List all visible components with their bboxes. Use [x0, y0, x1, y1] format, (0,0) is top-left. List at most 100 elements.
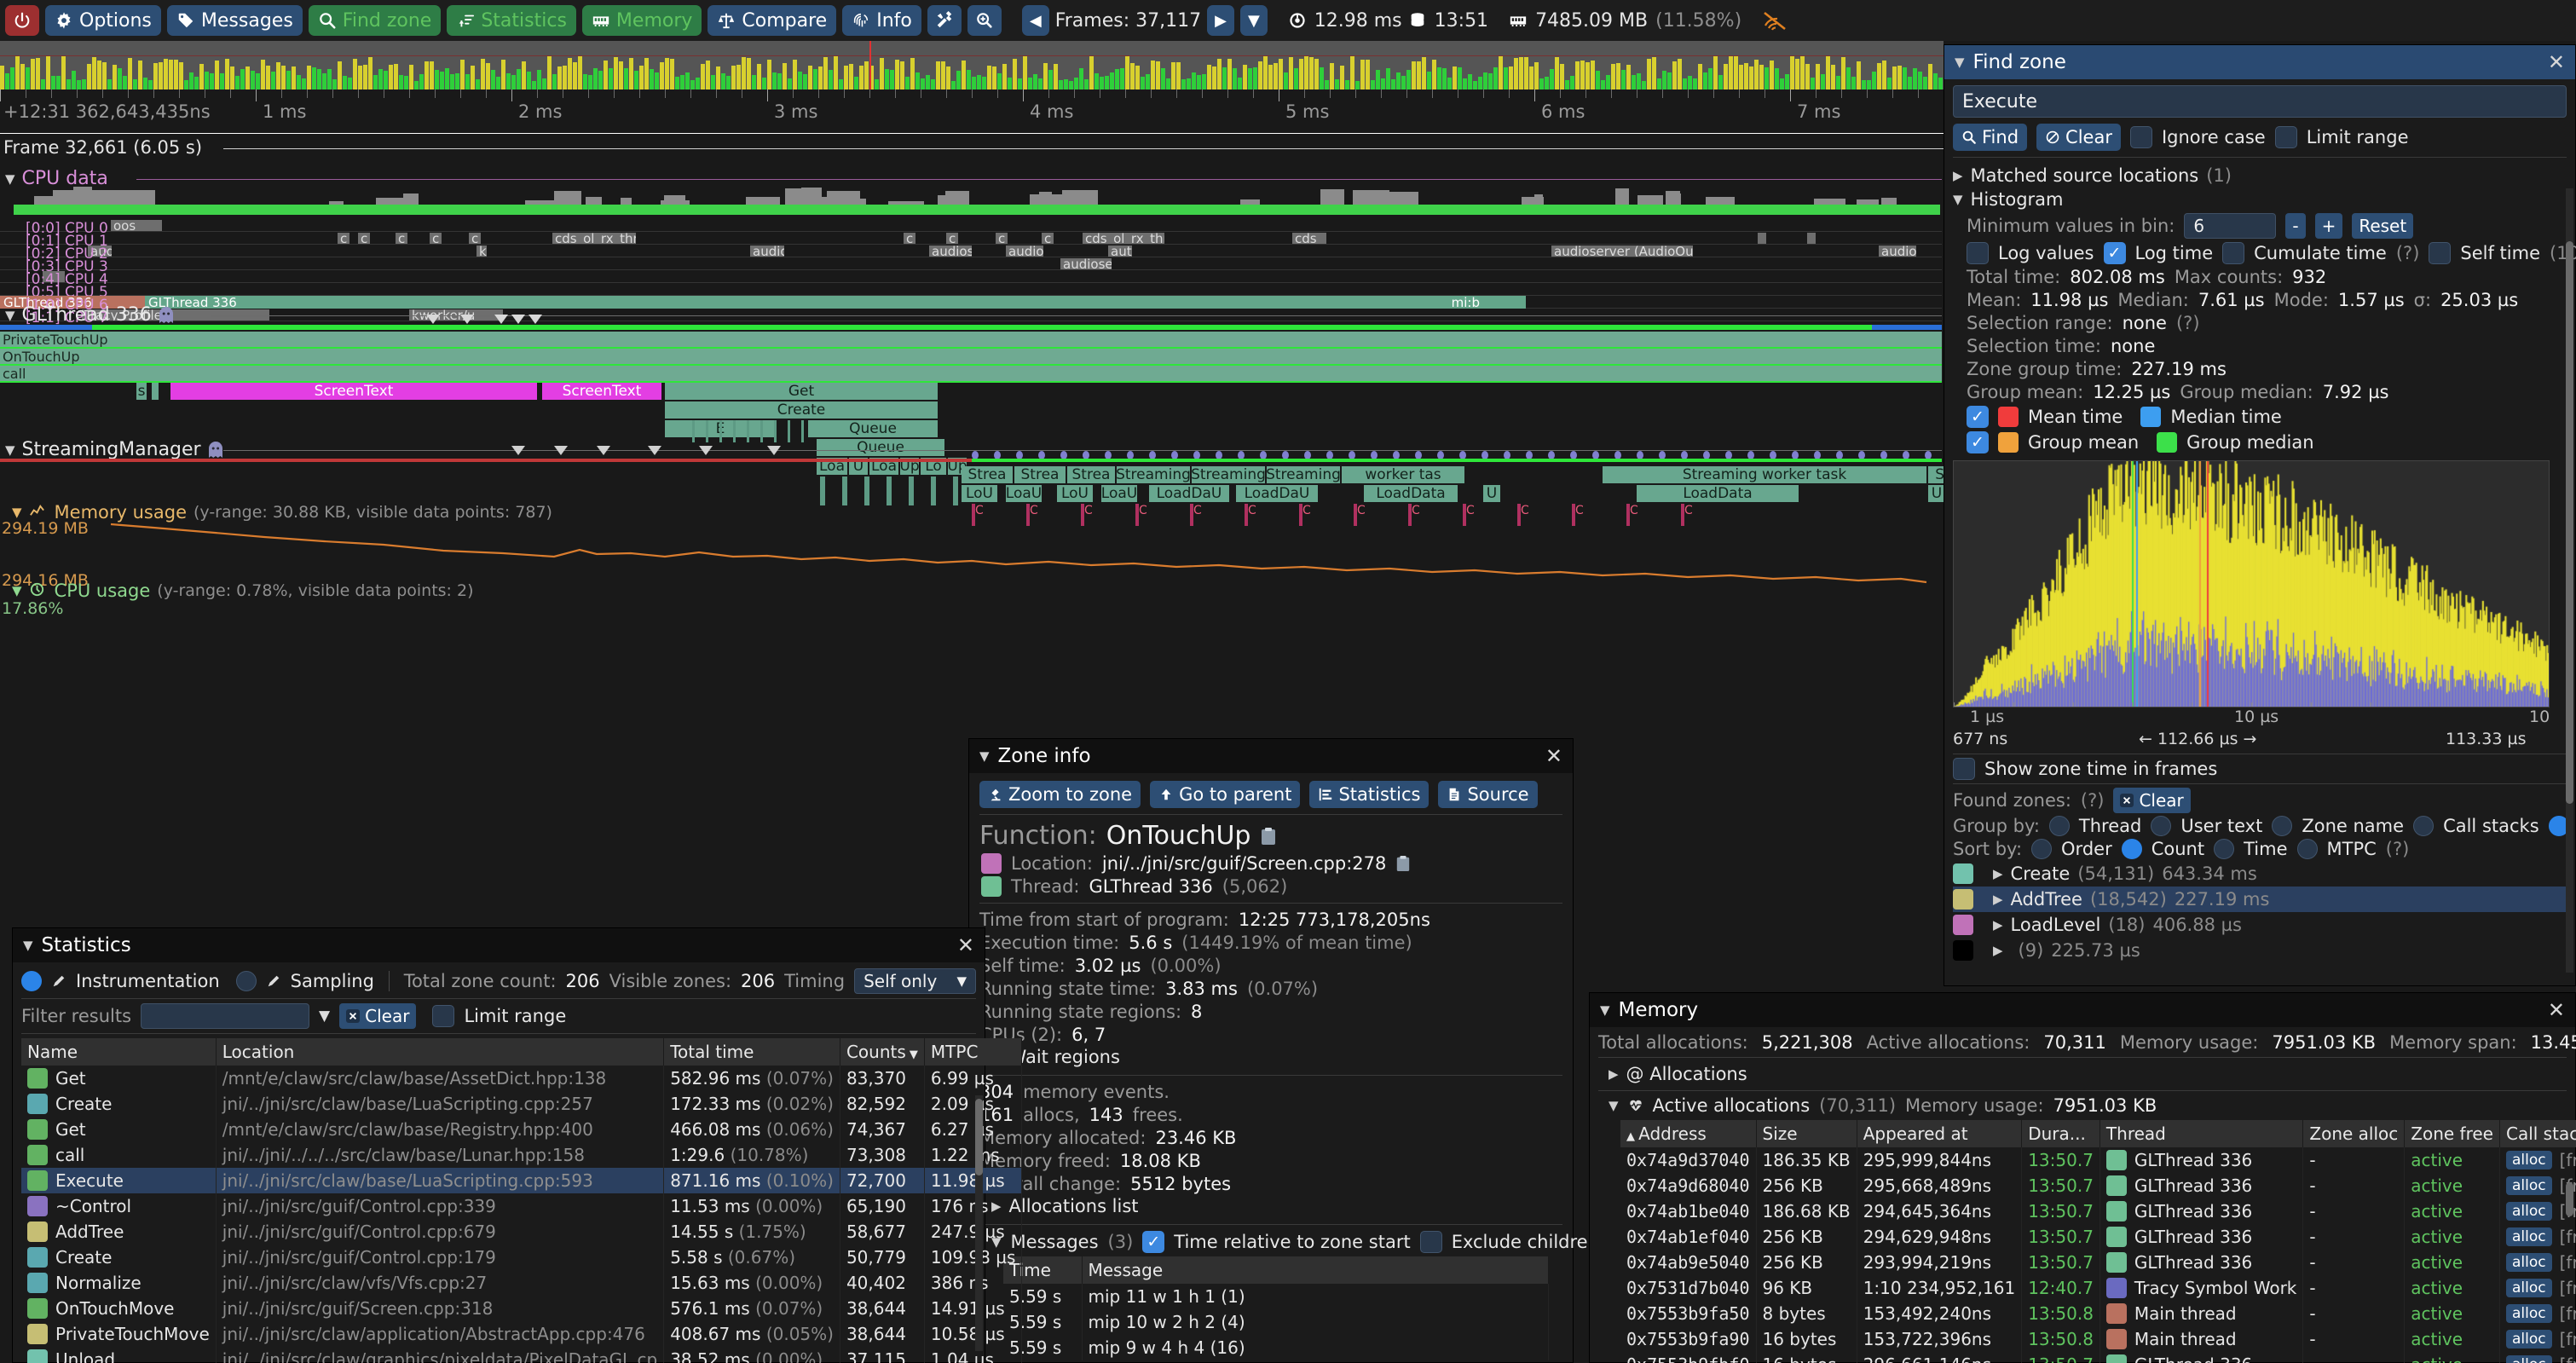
found-zone-groups[interactable]: ▶ Create (54,131) 643.34 ms ▶ AddTree (18,542)… [1953, 861, 2567, 963]
statistics-clear-button[interactable]: Clear [339, 1003, 417, 1029]
alloc-button[interactable]: alloc [2505, 1227, 2552, 1246]
zoom-to-zone-button[interactable]: Zoom to zone [979, 781, 1141, 808]
message-row[interactable]: 5.59 s mip 11 w 1 h 1 (1) [1003, 1284, 1549, 1309]
stat-col-name[interactable]: Name [21, 1038, 217, 1066]
table-row[interactable]: AddTree jni/../jni/src/guif/Control.cpp:6… [21, 1219, 1023, 1245]
timing-select[interactable]: Self only ▼ [854, 968, 976, 994]
group-by-thread-radio[interactable] [2048, 816, 2070, 836]
self-time-checkbox[interactable] [2429, 242, 2452, 264]
group-mean-checkbox[interactable] [1967, 431, 1989, 453]
cpu-usage-header[interactable]: ▼ CPU usage (y-range: 0.78%, visible dat… [12, 580, 474, 601]
table-row[interactable]: ~Control jni/../jni/src/guif/Control.cpp:… [21, 1193, 1023, 1219]
memory-panel[interactable]: ▼ Memory ✕ Total allocations: 5,221,308 … [1589, 992, 2576, 1363]
message-row[interactable]: 5.59 s mip 9 w 4 h 4 (16) [1003, 1335, 1549, 1360]
no-connection-icon[interactable] [1762, 9, 1788, 32]
time-relative-checkbox[interactable] [1142, 1231, 1165, 1253]
info-button[interactable]: Info [842, 5, 921, 36]
find-button[interactable]: Find [1953, 124, 2028, 151]
table-row[interactable]: Get/mnt/e/claw/src/claw/base/AssetDict.h… [21, 1066, 1023, 1091]
chevron-down-icon[interactable]: ▼ [1609, 1098, 1619, 1113]
group-glthread-336[interactable]: ▼ GLThread 336 [5, 304, 174, 326]
statistics-table[interactable]: Name Location Total time Counts ▼ MTPC G… [21, 1038, 1023, 1363]
zone-statistics-button[interactable]: Statistics [1309, 781, 1430, 808]
group-by-zonename-radio[interactable] [2272, 816, 2293, 836]
mem-col-zone-free[interactable]: Zone free [2404, 1120, 2500, 1147]
wait-regions-row[interactable]: ▶ Wait regions [991, 1045, 1562, 1069]
zone-info-titlebar[interactable]: ▼ Zone info ✕ [969, 739, 1573, 773]
memory-scrollbar[interactable] [2566, 1182, 2573, 1216]
stat-col-total-time[interactable]: Total time [663, 1038, 840, 1066]
found-zones-clear-button[interactable]: Clear [2113, 788, 2191, 813]
mem-col-size[interactable]: Size [1756, 1120, 1857, 1147]
timeline-ruler[interactable]: +12:31 362,643,435ns 1 ms 2 ms 3 ms 4 ms… [0, 90, 1944, 134]
find-zone-panel[interactable]: ▼ Find zone ✕ Execute Find Clear Ignore … [1944, 44, 2576, 986]
table-row[interactable]: 0x7553b9fbf016 bytes296,661,146ns13:50.7… [1620, 1352, 2576, 1363]
sort-by-count-radio[interactable] [2121, 839, 2142, 859]
source-button[interactable]: Source [1438, 781, 1538, 808]
selection-range-help[interactable]: (?) [2175, 313, 2200, 333]
sampling-radio[interactable] [235, 971, 257, 991]
memory-button[interactable]: Memory [581, 5, 702, 36]
find-zone-search-input[interactable]: Execute [1953, 85, 2567, 118]
mem-col-duration[interactable]: Dura... [2021, 1120, 2100, 1147]
matched-source-locations-row[interactable]: ▶ Matched source locations (1) [1953, 164, 2567, 188]
stat-col-counts[interactable]: Counts ▼ [840, 1038, 925, 1066]
memory-usage-header[interactable]: ▼ Memory usage (y-range: 30.88 KB, visib… [12, 502, 552, 523]
show-zone-time-checkbox[interactable] [1953, 758, 1975, 780]
table-row[interactable]: 0x74a9d68040 256 KB 295,668,489ns 13:50.7 GL… [1620, 1173, 2576, 1198]
found-zone-group[interactable]: ▶ LoadLevel (18) 406.88 µs [1953, 912, 2567, 938]
compare-button[interactable]: Compare [708, 5, 837, 36]
found-zones-help[interactable]: (?) [2080, 790, 2105, 811]
histogram-row[interactable]: ▼ Histogram [1953, 188, 2567, 211]
group-by-callstacks-radio[interactable] [2413, 816, 2434, 836]
chevron-down-icon[interactable]: ▼ [1955, 55, 1965, 70]
histogram-chart[interactable] [1953, 460, 2550, 707]
table-row[interactable]: 0x74ab1ef040 256 KB 294,629,948ns 13:50.7 GL… [1620, 1224, 2576, 1250]
chevron-down-icon[interactable]: ▼ [23, 938, 33, 953]
found-zone-group[interactable]: ▶ (9) 225.73 µs [1953, 938, 2567, 963]
table-row[interactable]: 0x74ab9e5040 256 KB 293,994,219ns 13:50.7 GL… [1620, 1250, 2576, 1275]
chevron-down-icon[interactable]: ▼ [979, 748, 990, 764]
group-cpu-data[interactable]: ▼ CPU data [5, 168, 108, 189]
allocations-list-row[interactable]: ▶ Allocations list [991, 1194, 1562, 1218]
statistics-panel[interactable]: ▼ Statistics ✕ Instrumentation Sampling … [12, 927, 1023, 1363]
mem-col-appeared[interactable]: Appeared at [1857, 1120, 2023, 1147]
statistics-titlebar[interactable]: ▼ Statistics ✕ [13, 928, 985, 962]
close-icon[interactable]: ✕ [1545, 744, 1562, 768]
close-icon[interactable]: ✕ [2547, 998, 2565, 1022]
stat-col-mtpc[interactable]: MTPC [924, 1038, 1023, 1066]
table-row[interactable]: Unload jni/../jni/src/claw/graphics/pixel… [21, 1347, 1023, 1363]
table-row[interactable]: OnTouchMove jni/../jni/src/guif/Screen.cp… [21, 1296, 1023, 1321]
find-zone-scrollbar[interactable] [2566, 241, 2573, 804]
messages-button[interactable]: Messages [166, 5, 303, 36]
table-row[interactable]: Execute jni/../jni/src/claw/base/LuaScrip… [21, 1168, 1023, 1193]
table-row[interactable]: 0x7531d7b040 96 KB 1:10 234,952,161 12:40.7… [1620, 1275, 2576, 1301]
cumulate-time-checkbox[interactable] [2222, 242, 2245, 264]
table-row[interactable]: 0x7553b9fa50 8 bytes 153,492,240ns 13:50.8 M… [1620, 1301, 2576, 1326]
zone-info-panel[interactable]: ▼ Zone info ✕ Zoom to zone Go to parent … [968, 738, 1599, 1363]
alloc-button[interactable]: alloc [2505, 1151, 2552, 1170]
copy-icon[interactable] [1260, 827, 1277, 846]
ignore-case-checkbox[interactable] [2129, 126, 2152, 148]
alloc-button[interactable]: alloc [2505, 1355, 2552, 1363]
sort-by-time-radio[interactable] [2214, 839, 2235, 859]
frame-bars[interactable] [0, 52, 1944, 90]
alloc-button[interactable]: alloc [2505, 1304, 2552, 1323]
group-streamingmanager[interactable]: ▼ StreamingManager [5, 439, 223, 460]
table-row[interactable]: 0x74ab1be040 186.68 KB 294,645,364ns 13:50.… [1620, 1198, 2576, 1224]
found-zone-group[interactable]: ▶ Create (54,131) 643.34 ms [1953, 861, 2567, 887]
options-button[interactable]: Options [45, 5, 161, 36]
table-row[interactable]: Create jni/../jni/src/guif/Control.cpp:17… [21, 1245, 1023, 1270]
table-row[interactable]: Create jni/../jni/src/claw/base/LuaScript… [21, 1091, 1023, 1117]
alloc-button[interactable]: alloc [2505, 1330, 2552, 1349]
alloc-button[interactable]: alloc [2505, 1202, 2552, 1221]
log-values-checkbox[interactable] [1967, 242, 1989, 264]
exclude-children-checkbox[interactable] [1419, 1231, 1442, 1253]
memory-titlebar[interactable]: ▼ Memory ✕ [1590, 993, 2575, 1027]
chevron-down-icon[interactable]: ▼ [1600, 1002, 1610, 1018]
alloc-button[interactable]: alloc [2505, 1253, 2552, 1272]
frame-menu-button[interactable]: ▼ [1239, 5, 1268, 36]
mem-col-zone-alloc[interactable]: Zone alloc [2302, 1120, 2406, 1147]
found-zone-group[interactable]: ▶ AddTree (18,542) 227.19 ms [1953, 887, 2567, 912]
mem-col-address[interactable]: ▲ Address [1620, 1120, 1757, 1147]
